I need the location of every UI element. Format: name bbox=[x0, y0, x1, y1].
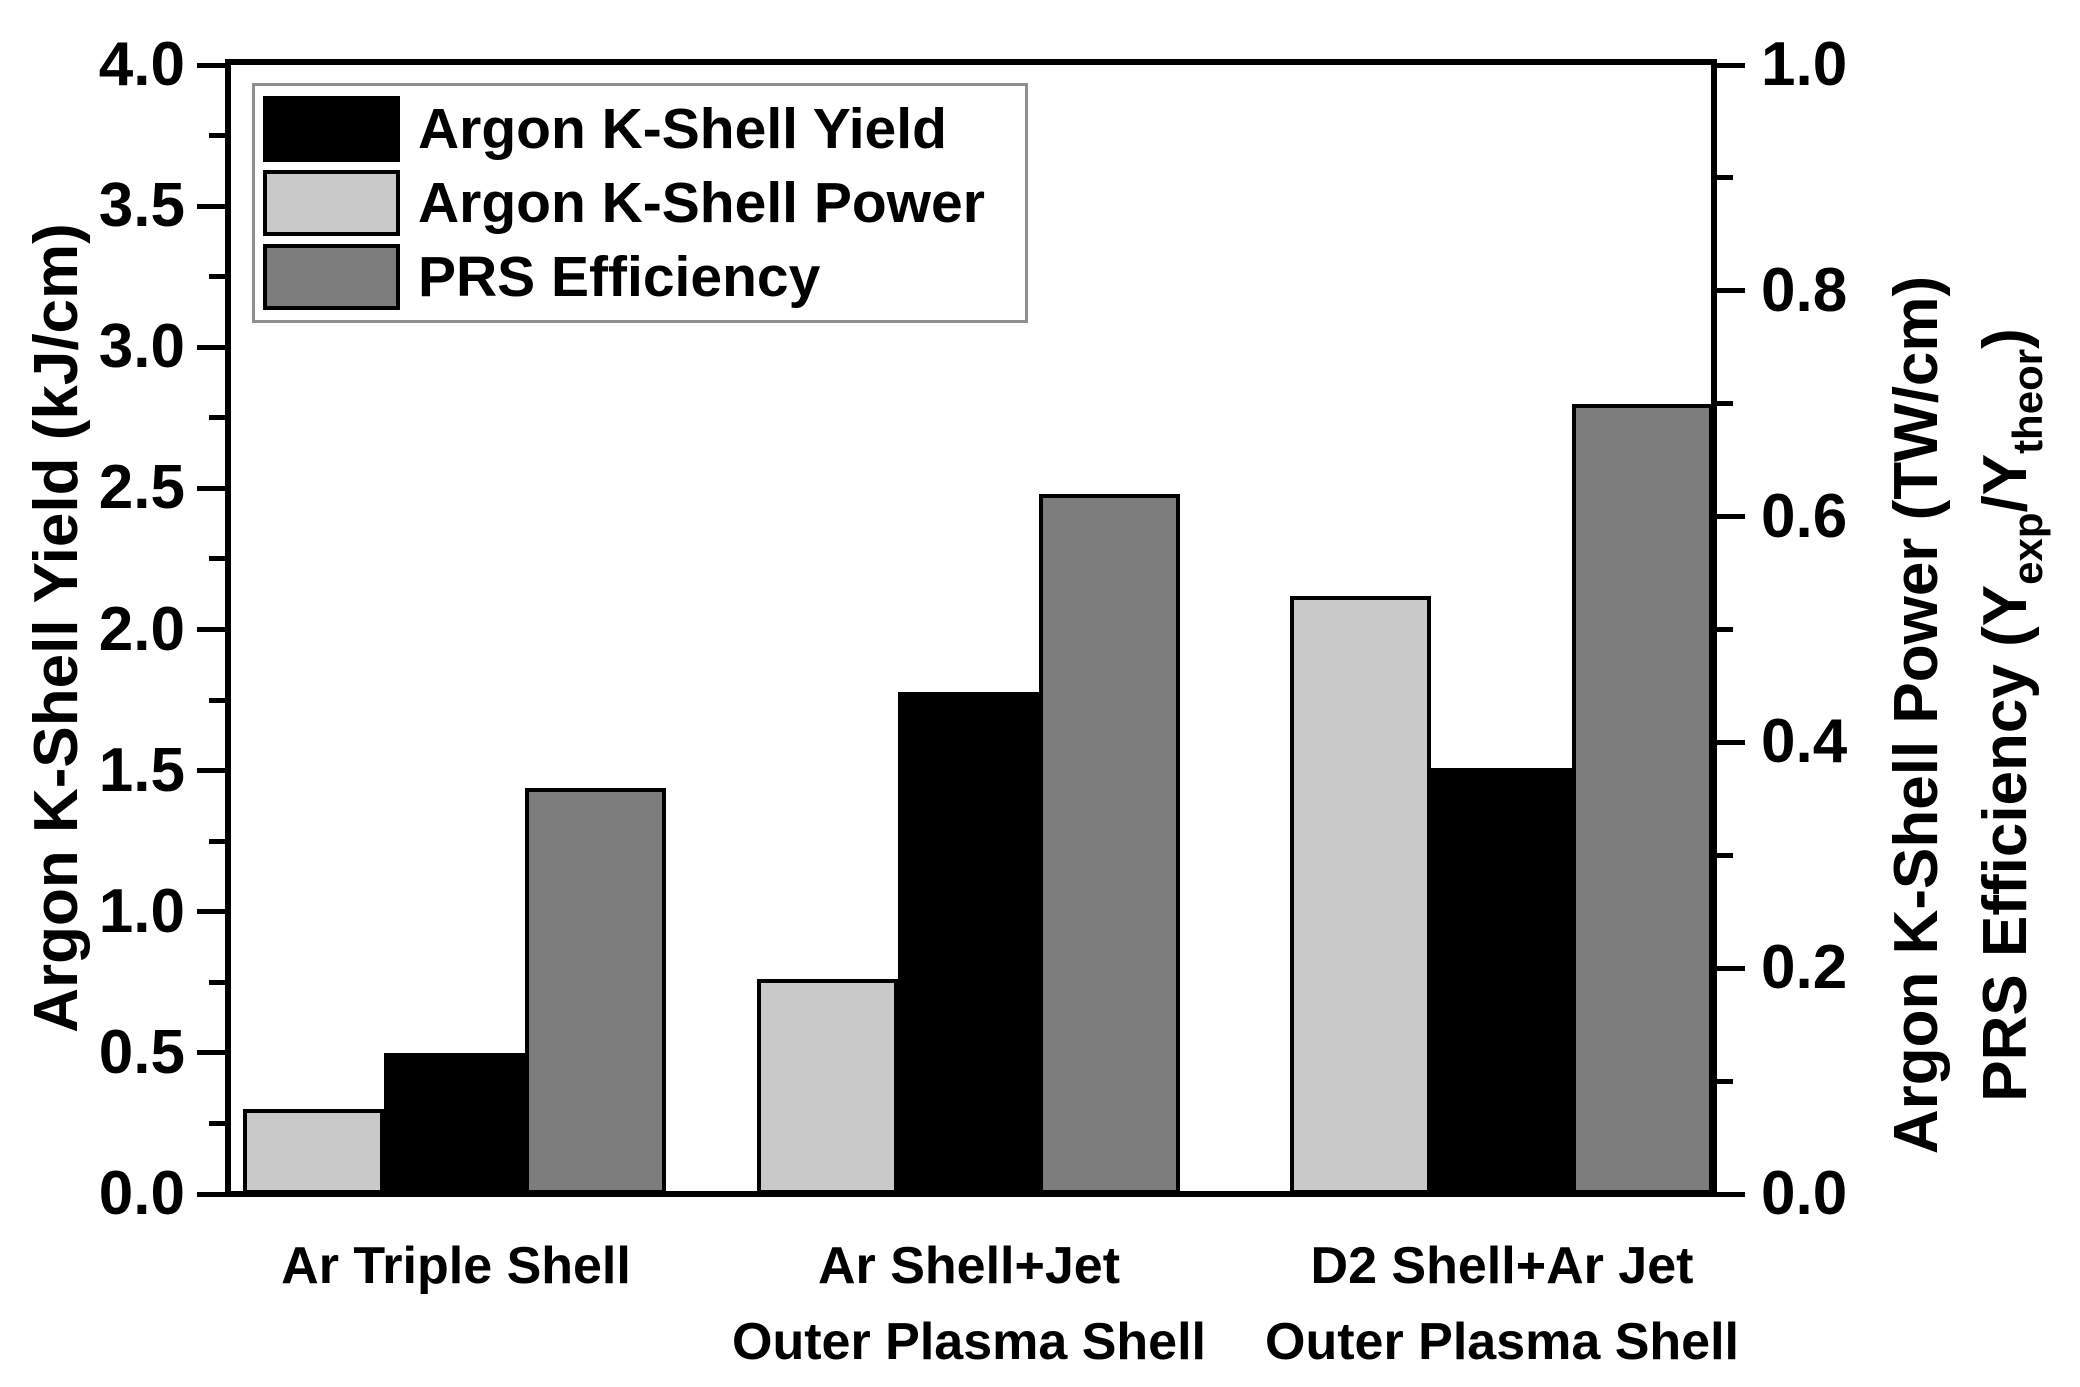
bar-argon-k-shell-yield-d2-shell-ar-jet bbox=[1431, 767, 1572, 1194]
right-axis-minor-tick bbox=[1717, 627, 1733, 632]
left-axis-tick-label: 0.0 bbox=[98, 1159, 185, 1228]
left-axis-minor-tick bbox=[209, 697, 225, 703]
legend: Argon K-Shell Yield Argon K-Shell Power … bbox=[252, 83, 1028, 323]
bar-argon-k-shell-yield-ar-triple-shell bbox=[384, 1052, 525, 1194]
legend-swatch-yield bbox=[263, 96, 400, 162]
x-category-d2-shell-ar-jet: D2 Shell+Ar Jet Outer Plasma Shell bbox=[1112, 1238, 1892, 1370]
left-axis-major-tick bbox=[197, 485, 225, 491]
right-axis-tick-label: 0.2 bbox=[1761, 933, 1848, 1003]
legend-label-power: Argon K-Shell Power bbox=[418, 170, 985, 235]
right-axis-minor-tick bbox=[1717, 401, 1733, 407]
right-axis-minor-tick bbox=[1717, 1078, 1733, 1084]
left-axis-tick-label: 4.0 bbox=[98, 30, 185, 99]
legend-item-power: Argon K-Shell Power bbox=[263, 170, 1015, 236]
legend-label-efficiency: PRS Efficiency bbox=[418, 244, 821, 309]
x-label-line1: Ar Shell+Jet bbox=[817, 1237, 1121, 1295]
left-axis-tick-label: 3.5 bbox=[98, 171, 185, 241]
right-axis-tick-label: 1.0 bbox=[1761, 30, 1848, 99]
left-axis-tick-label: 1.0 bbox=[98, 876, 185, 946]
left-axis-tick-label: 0.5 bbox=[98, 1017, 185, 1087]
left-axis-tick-label: 1.5 bbox=[98, 735, 185, 805]
legend-swatch-power bbox=[263, 170, 400, 236]
bar-prs-efficiency-ar-shell-jet bbox=[1039, 494, 1180, 1194]
left-axis-minor-tick bbox=[209, 838, 225, 844]
left-axis-major-tick bbox=[197, 627, 225, 632]
subscript-theor: theor bbox=[2004, 348, 2051, 454]
left-axis-major-tick bbox=[197, 768, 225, 774]
right-axis-tick-label: 0.0 bbox=[1761, 1159, 1848, 1228]
x-label-line2: Outer Plasma Shell bbox=[1265, 1313, 1739, 1371]
legend-label-yield: Argon K-Shell Yield bbox=[418, 96, 947, 161]
bar-argon-k-shell-yield-ar-shell-jet bbox=[898, 691, 1039, 1194]
left-axis-major-tick bbox=[197, 344, 225, 350]
right-axis-title-power: Argon K-Shell Power (TW/cm) bbox=[1882, 275, 1951, 1155]
right-axis-title-efficiency-text: PRS Efficiency (Y bbox=[1971, 584, 2040, 1102]
left-axis-minor-tick bbox=[209, 415, 225, 421]
left-axis-major-tick bbox=[197, 1191, 225, 1197]
right-axis-minor-tick bbox=[1717, 852, 1733, 858]
left-axis-major-tick bbox=[197, 203, 225, 209]
left-axis-minor-tick bbox=[209, 133, 225, 139]
bar-prs-efficiency-d2-shell-ar-jet bbox=[1572, 403, 1713, 1194]
right-axis-tick-label: 0.8 bbox=[1761, 255, 1848, 325]
right-axis-title-efficiency-text: ) bbox=[1971, 328, 2040, 349]
right-axis-major-tick bbox=[1717, 514, 1745, 520]
right-axis-tick-label: 0.4 bbox=[1761, 707, 1848, 777]
x-category-ar-shell-jet: Ar Shell+Jet Outer Plasma Shell bbox=[579, 1238, 1359, 1370]
right-axis-major-tick bbox=[1717, 62, 1745, 68]
right-axis-title-efficiency-text: /Y bbox=[1971, 453, 2040, 513]
right-axis-title-efficiency: PRS Efficiency (Yexp/Ytheor) bbox=[1971, 328, 2059, 1101]
x-category-ar-triple-shell: Ar Triple Shell bbox=[66, 1238, 846, 1314]
legend-item-yield: Argon K-Shell Yield bbox=[263, 96, 1015, 162]
x-label-line1: Ar Triple Shell bbox=[281, 1237, 631, 1295]
left-axis-major-tick bbox=[197, 1050, 225, 1056]
subscript-exp: exp bbox=[2004, 512, 2051, 585]
right-axis-major-tick bbox=[1717, 965, 1745, 971]
left-axis-minor-tick bbox=[209, 979, 225, 985]
bar-argon-k-shell-power-ar-shell-jet bbox=[757, 979, 898, 1194]
left-axis-minor-tick bbox=[209, 1120, 225, 1126]
right-axis-tick-label: 0.6 bbox=[1761, 481, 1848, 551]
left-axis-title: Argon K-Shell Yield (kJ/cm) bbox=[22, 223, 91, 1033]
left-axis-minor-tick bbox=[209, 556, 225, 562]
legend-swatch-efficiency bbox=[263, 244, 400, 310]
left-axis-minor-tick bbox=[209, 274, 225, 280]
left-axis-tick-label: 2.0 bbox=[98, 594, 185, 664]
legend-item-efficiency: PRS Efficiency bbox=[263, 244, 1015, 310]
left-axis-tick-label: 2.5 bbox=[98, 453, 185, 523]
left-axis-major-tick bbox=[197, 909, 225, 915]
right-axis-major-tick bbox=[1717, 739, 1745, 745]
left-axis-major-tick bbox=[197, 62, 225, 68]
x-label-line1: D2 Shell+Ar Jet bbox=[1310, 1237, 1694, 1295]
bar-argon-k-shell-power-d2-shell-ar-jet bbox=[1290, 595, 1431, 1194]
right-axis-major-tick bbox=[1717, 288, 1745, 294]
right-axis-minor-tick bbox=[1717, 175, 1733, 181]
left-axis-tick-label: 3.0 bbox=[98, 312, 185, 382]
right-axis-major-tick bbox=[1717, 1191, 1745, 1197]
x-label-line2: Outer Plasma Shell bbox=[732, 1313, 1206, 1371]
